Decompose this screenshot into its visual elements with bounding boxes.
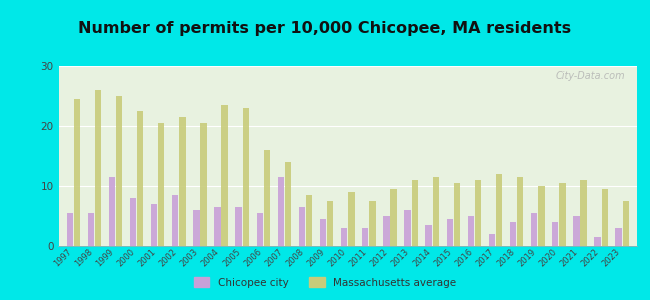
Bar — [172, 195, 178, 246]
Bar — [116, 96, 122, 246]
Bar — [341, 228, 347, 246]
Bar — [552, 222, 558, 246]
Bar — [137, 111, 144, 246]
Bar — [327, 201, 333, 246]
Bar — [299, 207, 305, 246]
Bar — [73, 99, 80, 246]
Bar — [222, 105, 228, 246]
Bar — [573, 216, 580, 246]
Bar — [447, 219, 453, 246]
Bar — [391, 189, 396, 246]
Bar — [193, 210, 200, 246]
Bar — [306, 195, 312, 246]
Bar — [426, 225, 432, 246]
Bar — [531, 213, 538, 246]
Bar — [66, 213, 73, 246]
Bar — [580, 180, 587, 246]
Bar — [411, 180, 418, 246]
Bar — [348, 192, 354, 246]
Bar — [616, 228, 622, 246]
Bar — [200, 123, 207, 246]
Bar — [235, 207, 242, 246]
Bar — [158, 123, 164, 246]
Bar — [489, 234, 495, 246]
Legend: Chicopee city, Massachusetts average: Chicopee city, Massachusetts average — [190, 273, 460, 292]
Bar — [475, 180, 481, 246]
Bar — [151, 204, 157, 246]
Bar — [594, 237, 601, 246]
Bar — [242, 108, 249, 246]
Bar — [264, 150, 270, 246]
Bar — [179, 117, 186, 246]
Bar — [214, 207, 220, 246]
Bar — [285, 162, 291, 246]
Bar — [433, 177, 439, 246]
Bar — [320, 219, 326, 246]
Text: Number of permits per 10,000 Chicopee, MA residents: Number of permits per 10,000 Chicopee, M… — [79, 21, 571, 36]
Bar — [278, 177, 284, 246]
Bar — [257, 213, 263, 246]
Bar — [384, 216, 389, 246]
Bar — [404, 210, 411, 246]
Bar — [454, 183, 460, 246]
Bar — [510, 222, 516, 246]
Bar — [559, 183, 566, 246]
Text: City-Data.com: City-Data.com — [556, 71, 625, 81]
Bar — [88, 213, 94, 246]
Bar — [369, 201, 376, 246]
Bar — [538, 186, 545, 246]
Bar — [467, 216, 474, 246]
Bar — [362, 228, 369, 246]
Bar — [496, 174, 502, 246]
Bar — [517, 177, 523, 246]
Bar — [623, 201, 629, 246]
Bar — [130, 198, 136, 246]
Bar — [95, 90, 101, 246]
Bar — [601, 189, 608, 246]
Bar — [109, 177, 115, 246]
